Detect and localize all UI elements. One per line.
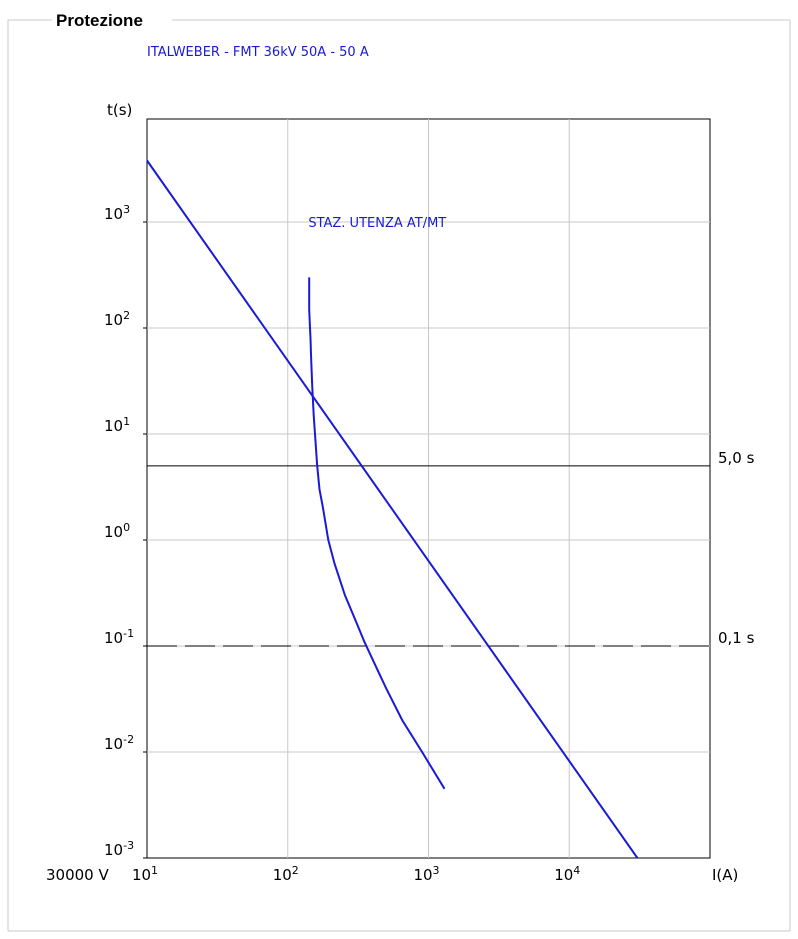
x-tick-label: 101 (132, 864, 158, 884)
y-tick-exponent: 2 (123, 309, 130, 322)
x-tick-exponent: 4 (573, 864, 580, 877)
y-tick-label: 101 (104, 415, 130, 435)
x-axis-label: I(A) (712, 866, 738, 884)
y-tick-exponent: -2 (123, 733, 134, 746)
fuse-curve (308, 277, 446, 790)
panel-title: Protezione (56, 11, 143, 30)
y-tick-label: 10-2 (104, 733, 134, 753)
reference-line-label: 5,0 s (718, 449, 755, 467)
y-tick-exponent: -3 (123, 839, 134, 852)
x-tick-label: 104 (554, 864, 580, 884)
protection-chart: 101 102 103 10410310210110010-110-210-3t(s)… (46, 101, 755, 884)
y-tick-label: 100 (104, 521, 130, 541)
y-axis-label: t(s) (107, 101, 132, 119)
curve-annotation: STAZ. UTENZA AT/MT (308, 216, 446, 231)
voltage-label: 30000 V (46, 866, 109, 884)
y-tick-label: 103 (104, 203, 130, 223)
y-tick-exponent: -1 (123, 627, 134, 640)
x-tick-label: 103 (413, 864, 439, 884)
protection-curve (146, 159, 639, 859)
x-tick-label: 102 (273, 864, 299, 884)
y-tick-exponent: 0 (123, 521, 130, 534)
y-tick-label: 102 (104, 309, 130, 329)
reference-line-label: 0,1 s (718, 629, 755, 647)
panel-frame (7, 19, 791, 932)
y-tick-exponent: 3 (123, 203, 130, 216)
x-tick-exponent: 3 (433, 864, 440, 877)
y-tick-label: 10-1 (104, 627, 134, 647)
x-tick-exponent: 1 (151, 864, 158, 877)
chart-title: ITALWEBER - FMT 36kV 50A - 50 A (147, 45, 369, 60)
x-tick-exponent: 2 (292, 864, 299, 877)
y-tick-label: 10-3 (104, 839, 134, 859)
y-tick-exponent: 1 (123, 415, 130, 428)
